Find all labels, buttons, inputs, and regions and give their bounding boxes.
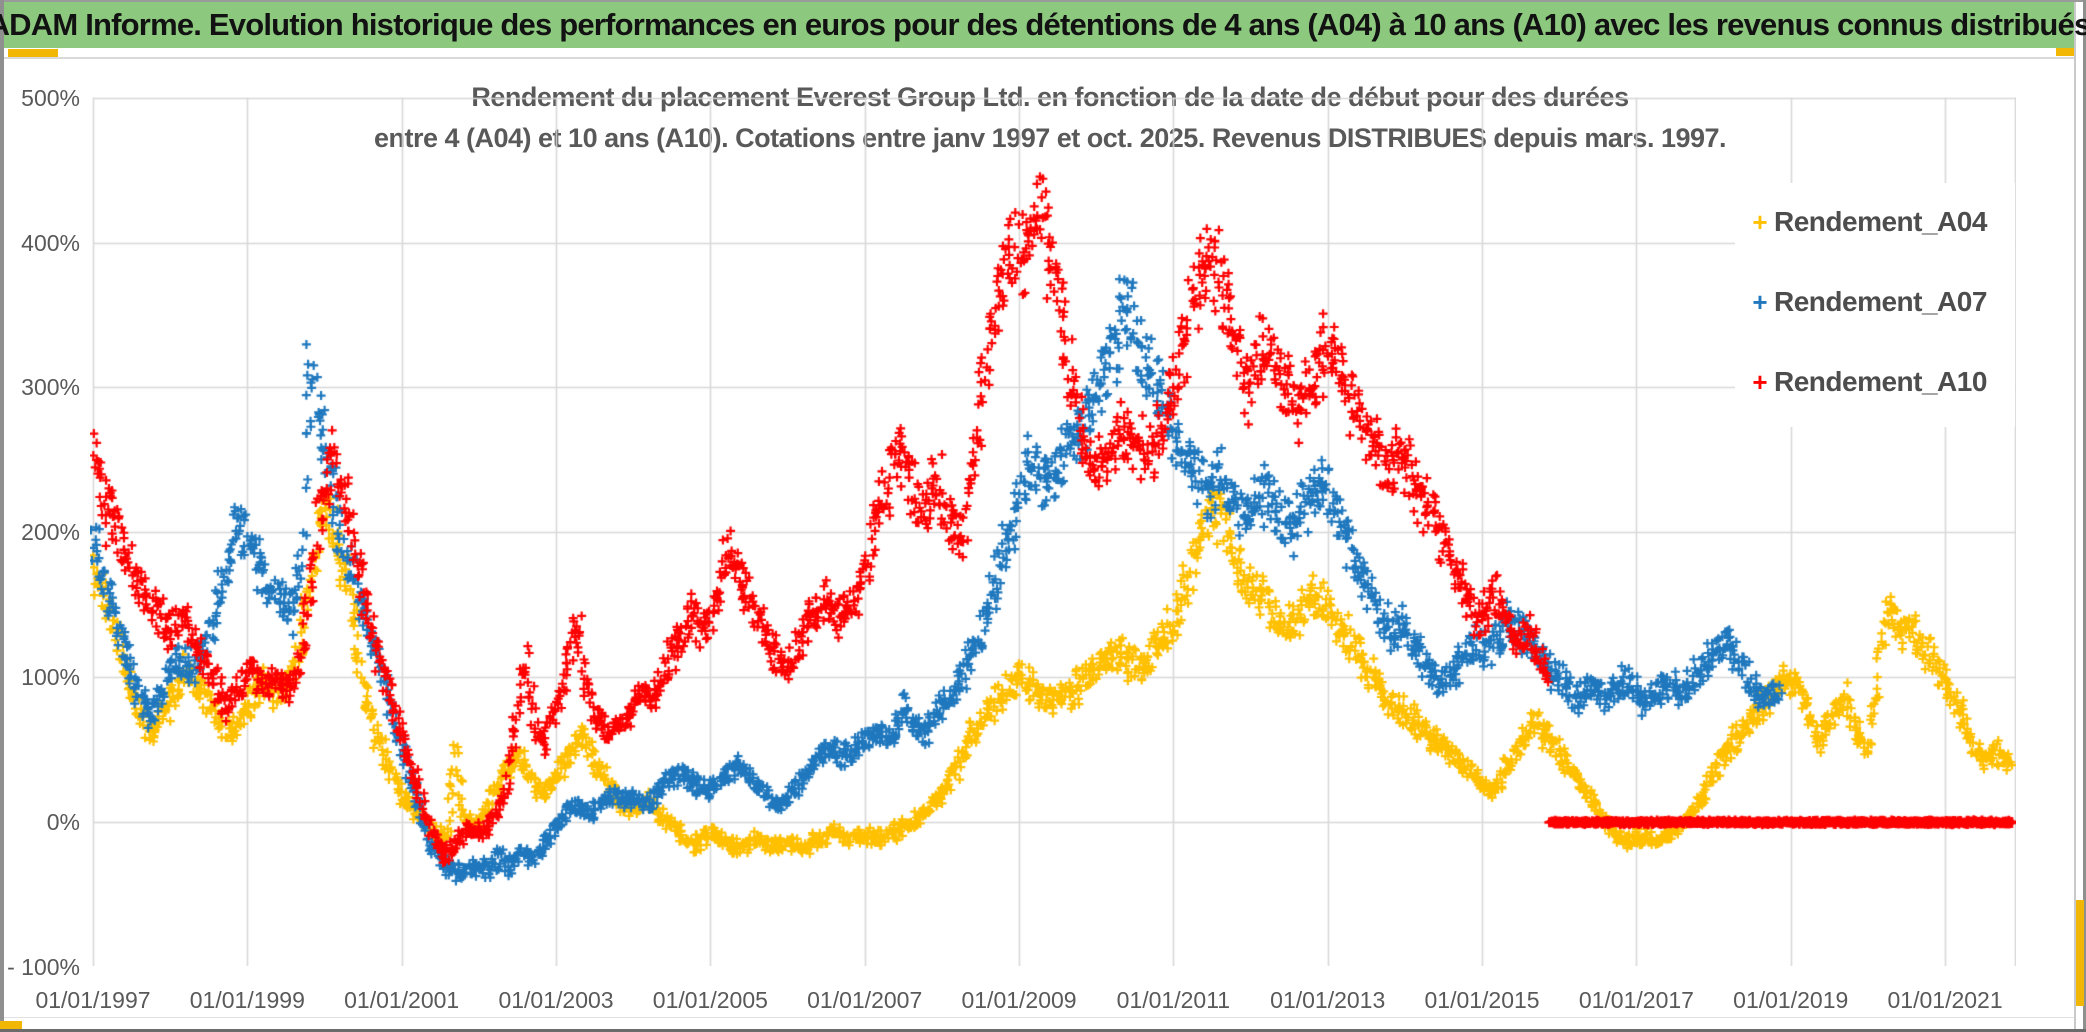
horizontal-scrollbar-thumb[interactable] bbox=[0, 1021, 22, 1029]
legend-label: Rendement_A10 bbox=[1774, 366, 1987, 397]
window-top-edge bbox=[0, 0, 2086, 2]
y-tick-label: 100% bbox=[21, 664, 80, 691]
gold-accent-header-left bbox=[8, 49, 58, 57]
y-tick-label: 0% bbox=[46, 809, 80, 836]
x-tick-label: 01/01/2001 bbox=[344, 987, 460, 1013]
x-tick-label: 01/01/2011 bbox=[1116, 987, 1231, 1013]
gold-accent-header-right bbox=[2056, 48, 2074, 56]
x-tick-label: 01/01/2013 bbox=[1270, 987, 1386, 1013]
x-tick-label: 01/01/1999 bbox=[189, 987, 305, 1013]
window-left-edge bbox=[0, 0, 4, 1032]
header-title: ADAM Informe. Evolution historique des p… bbox=[0, 7, 2086, 42]
y-tick-label: 200% bbox=[21, 519, 80, 546]
x-tick-label: 01/01/2007 bbox=[807, 987, 923, 1013]
x-tick-label: 01/01/1997 bbox=[35, 987, 151, 1013]
x-tick-label: 01/01/2005 bbox=[652, 987, 768, 1013]
x-tick-label: 01/01/2015 bbox=[1424, 987, 1540, 1013]
vertical-scrollbar-thumb[interactable] bbox=[2076, 900, 2084, 1006]
y-tick-label: 400% bbox=[21, 229, 80, 256]
window-right-inner-edge bbox=[2074, 2, 2076, 1030]
x-tick-label: 01/01/2003 bbox=[498, 987, 614, 1013]
header-divider bbox=[4, 57, 2074, 59]
window-right-edge bbox=[2083, 0, 2086, 1032]
legend-label: Rendement_A07 bbox=[1774, 286, 1987, 317]
bottom-hairline bbox=[4, 1017, 2074, 1018]
legend-plus-marker-icon: + bbox=[1752, 367, 1768, 397]
legend-item-Rendement_A10[interactable]: + Rendement_A10 bbox=[1746, 360, 2016, 404]
x-tick-label: 01/01/2021 bbox=[1887, 987, 2003, 1013]
header-banner: ADAM Informe. Evolution historique des p… bbox=[0, 2, 2086, 48]
legend-item-Rendement_A04[interactable]: + Rendement_A04 bbox=[1746, 200, 2016, 244]
x-tick-label: 01/01/2009 bbox=[961, 987, 1077, 1013]
legend-plus-marker-icon: + bbox=[1752, 287, 1768, 317]
x-tick-label: 01/01/2017 bbox=[1578, 987, 1694, 1013]
y-tick-label: - 100% bbox=[7, 954, 80, 981]
y-tick-label: 300% bbox=[21, 374, 80, 401]
y-tick-label: 500% bbox=[21, 84, 80, 111]
plot-canvas[interactable] bbox=[90, 97, 2016, 966]
window-bottom-edge bbox=[0, 1029, 2086, 1032]
legend-background bbox=[1735, 183, 2015, 427]
legend-item-Rendement_A07[interactable]: + Rendement_A07 bbox=[1746, 280, 2016, 324]
x-tick-label: 01/01/2019 bbox=[1733, 987, 1849, 1013]
legend-label: Rendement_A04 bbox=[1774, 206, 1987, 237]
legend-plus-marker-icon: + bbox=[1752, 207, 1768, 237]
